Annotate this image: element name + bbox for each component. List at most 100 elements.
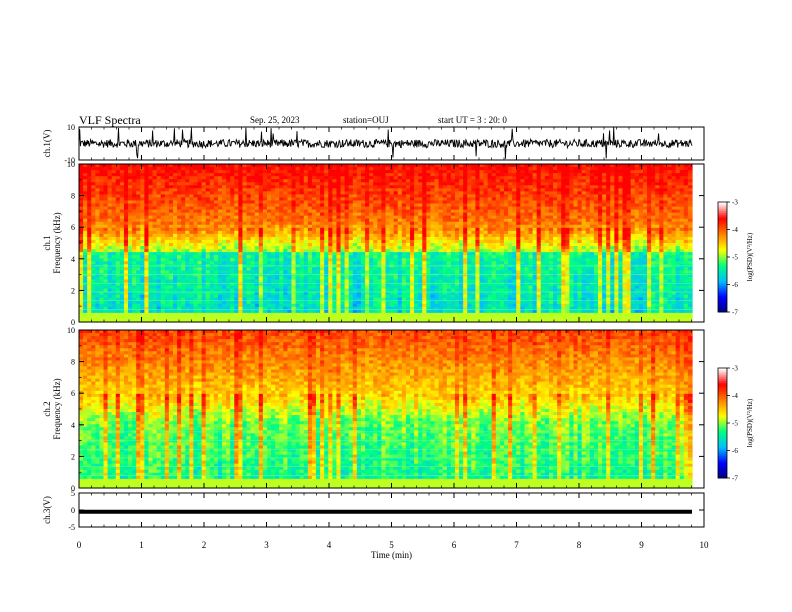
spectrogram-cell [356, 297, 362, 302]
spectrogram-cell [446, 309, 452, 314]
spectrogram-cell [262, 212, 268, 217]
spectrogram-cell [422, 249, 427, 253]
spectrogram-cell [450, 276, 456, 281]
spectrogram-cell [365, 170, 370, 174]
spectrogram-cell [254, 182, 260, 186]
spectrogram-cell [91, 309, 96, 314]
spectrogram-cell [360, 279, 366, 284]
spectrogram-cell [172, 197, 178, 202]
spectrogram-cell [360, 179, 366, 183]
spectrogram-cell [217, 200, 223, 205]
ch1-spectrogram [79, 164, 693, 323]
spectrogram-cell [197, 170, 203, 174]
spectrogram-cell [201, 273, 207, 278]
spectrogram-cell [83, 194, 88, 199]
spectrogram-cell [128, 252, 133, 256]
spectrogram-cell [279, 309, 284, 314]
spectrogram-cell [258, 236, 264, 241]
spectrogram-cell [295, 182, 301, 186]
spectrogram-cell [144, 227, 150, 232]
spectrogram-cell [295, 200, 301, 205]
spectrogram-cell [414, 185, 419, 189]
spectrogram-cell [185, 179, 190, 183]
spectrogram-cell [148, 233, 154, 238]
spectrogram-cell [275, 291, 280, 296]
spectrogram-cell [164, 185, 170, 189]
spectrogram-cell [295, 209, 301, 214]
spectrogram-cell [99, 249, 105, 253]
spectrogram-cell [450, 239, 456, 244]
spectrogram-cell [148, 173, 154, 177]
spectrogram-cell [336, 176, 342, 180]
spectrogram-cell [238, 179, 244, 183]
spectrogram-cell [381, 197, 387, 202]
spectrogram-cell [189, 309, 195, 314]
spectrogram-cell [205, 246, 211, 250]
spectrogram-cell [250, 221, 256, 226]
spectrogram-cell [201, 176, 207, 180]
spectrogram-cell [405, 255, 411, 259]
spectrogram-cell [414, 261, 419, 265]
spectrogram-cell [132, 249, 137, 253]
spectrogram-cell [430, 230, 436, 235]
spectrogram-cell [79, 182, 84, 186]
spectrogram-cell [242, 267, 248, 271]
spectrogram-cell [99, 215, 105, 220]
spectrogram-cell [238, 288, 244, 293]
spectrogram-cell [291, 318, 297, 323]
spectrogram-cell [459, 294, 464, 299]
spectrogram-cell [307, 215, 313, 220]
spectrogram-cell [91, 170, 96, 174]
spectrogram-cell [299, 294, 305, 299]
spectrogram-cell [172, 252, 178, 256]
spectrogram-cell [275, 221, 280, 226]
spectrogram-cell [242, 306, 248, 311]
spectrogram-cell [397, 243, 403, 247]
spectrogram-cell [385, 258, 391, 262]
spectrogram-cell [389, 227, 395, 232]
spectrogram-cell [332, 179, 338, 183]
spectrogram-cell [246, 246, 252, 250]
spectrogram-cell [144, 206, 150, 211]
spectrogram-cell [299, 206, 305, 211]
spectrogram-cell [83, 230, 88, 235]
spectrogram-cell [291, 215, 297, 220]
spectrogram-cell [193, 206, 199, 211]
spectrogram-cell [287, 182, 293, 186]
spectrogram-cell [320, 294, 325, 299]
spectrogram-cell [87, 297, 92, 302]
spectrogram-cell [328, 197, 333, 202]
spectrogram-cell [217, 176, 223, 180]
spectrogram-cell [459, 194, 464, 199]
spectrogram-cell [83, 309, 88, 314]
spectrogram-cell [107, 176, 113, 180]
spectrogram-cell [181, 267, 186, 271]
spectrogram-cell [164, 236, 170, 241]
spectrogram-cell [258, 261, 264, 265]
spectrogram-cell [205, 197, 211, 202]
spectrogram-cell [418, 312, 423, 317]
spectrogram-cell [193, 230, 199, 235]
spectrogram-cell [128, 197, 133, 202]
spectrogram-cell [377, 167, 383, 171]
spectrogram-cell [246, 200, 252, 205]
spectrogram-cell [365, 267, 370, 271]
spectrogram-cell [99, 273, 105, 278]
spectrogram-cell [426, 270, 432, 274]
spectrogram-cell [454, 249, 460, 253]
spectrogram-cell [230, 306, 235, 311]
spectrogram-cell [172, 312, 178, 317]
spectrogram-cell [385, 261, 391, 265]
spectrogram-cell [410, 185, 415, 189]
spectrogram-cell [385, 246, 391, 250]
spectrogram-cell [442, 170, 448, 174]
spectrogram-cell [238, 294, 244, 299]
spectrogram-cell [99, 227, 105, 232]
spectrogram-cell [303, 236, 309, 241]
spectrogram-cell [307, 306, 313, 311]
spectrogram-cell [164, 303, 170, 308]
spectrogram-cell [222, 306, 227, 311]
spectrogram-cell [316, 261, 321, 265]
spectrogram-cell [316, 282, 321, 287]
spectrogram-cell [316, 197, 321, 202]
